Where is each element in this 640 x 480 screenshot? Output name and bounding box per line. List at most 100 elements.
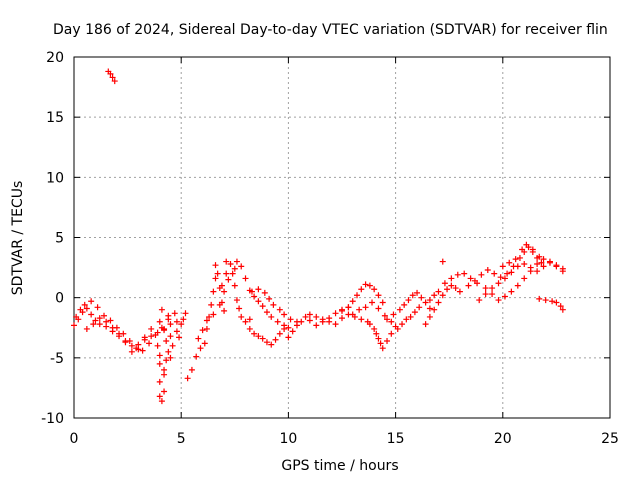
data-point [467,275,474,282]
data-point [358,286,365,293]
data-point [212,262,219,269]
data-point [371,286,378,293]
data-point [96,315,103,322]
data-point [248,288,255,295]
data-point [366,321,373,328]
data-point [255,298,262,305]
data-point [223,270,230,277]
data-point [484,266,491,273]
data-point [362,281,369,288]
data-point [272,336,279,343]
data-point [161,388,168,395]
data-point [289,328,296,335]
data-point [109,74,116,81]
data-point [255,286,262,293]
data-point [178,321,185,328]
data-point [435,288,442,295]
data-point [375,292,382,299]
data-point [478,271,485,278]
data-point [497,274,504,281]
data-point [135,346,142,353]
data-point [542,297,549,304]
data-point [197,345,204,352]
data-point [508,269,515,276]
data-point [399,321,406,328]
data-point [501,293,508,300]
x-axis-label: GPS time / hours [281,458,398,474]
data-point [426,305,433,312]
data-point [146,340,153,347]
data-point [471,277,478,284]
y-tick-label: 15 [46,110,64,126]
data-point [358,316,365,323]
data-point [349,298,356,305]
data-point [193,353,200,360]
data-point [514,282,521,289]
data-point [379,345,386,352]
data-point [407,313,414,320]
data-point [388,330,395,337]
data-point [409,292,416,299]
data-point [154,342,161,349]
data-point [339,315,345,322]
data-point [369,299,376,306]
data-point [476,297,483,304]
data-point [454,271,461,278]
data-point [418,294,425,301]
data-point [422,321,429,328]
data-point [559,268,566,275]
data-point [482,291,489,298]
data-point [148,325,155,332]
data-point [523,241,530,248]
data-point [229,270,236,277]
data-point [231,282,238,289]
data-point [377,340,384,347]
data-point [538,259,545,266]
data-point [373,330,380,337]
data-point [313,322,320,329]
data-point [158,306,165,313]
data-point [405,297,412,304]
data-point [167,333,174,340]
data-point [223,258,230,265]
data-point [152,331,159,338]
data-point [401,301,408,308]
data-point [221,307,228,314]
data-point [210,311,217,318]
data-point [504,270,511,277]
data-point [326,318,333,325]
data-point [128,342,135,349]
data-point [456,288,463,295]
data-point [188,366,195,373]
data-point [306,311,313,318]
data-point [169,342,176,349]
data-point [116,330,123,337]
data-point [390,311,397,318]
data-point [521,260,528,267]
data-point [356,306,363,313]
data-point [221,288,228,295]
data-point [495,280,502,287]
data-point [77,306,84,313]
data-point [180,316,187,323]
data-point [375,335,382,342]
data-point [512,256,519,263]
y-tick-label: 10 [46,170,64,186]
data-point [167,354,174,361]
data-point [81,301,88,308]
data-point [422,299,429,306]
data-point [491,270,498,277]
data-point [261,289,268,296]
data-point [461,270,468,277]
data-point [371,325,378,332]
data-point [366,282,373,289]
data-point [546,258,553,265]
data-point [101,312,108,319]
data-point [557,303,564,310]
data-point [495,297,502,304]
data-point [499,263,506,270]
x-tick-label: 15 [387,431,405,447]
data-point [375,305,382,312]
data-point [199,327,206,334]
